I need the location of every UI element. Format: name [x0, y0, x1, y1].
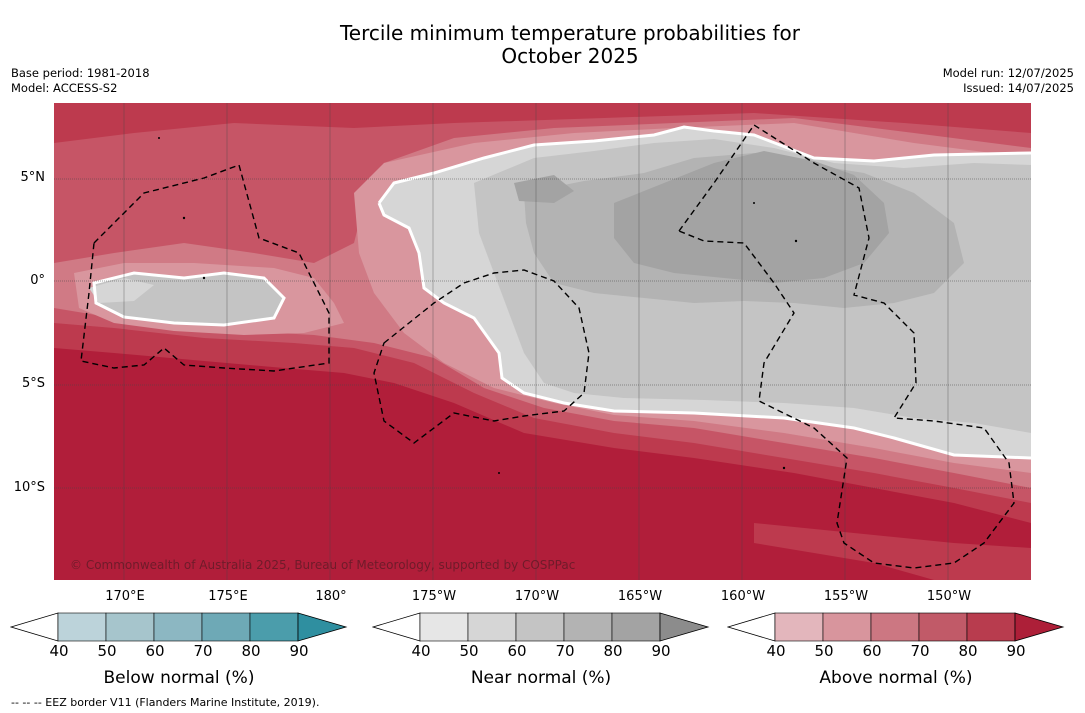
- eez-borders: [80, 124, 1015, 569]
- region-above-80-south: [754, 523, 1031, 580]
- lat-label: 5°S: [21, 376, 45, 391]
- lon-label: 170°E: [105, 589, 145, 604]
- lat-label: 10°S: [13, 480, 45, 495]
- lon-label: 150°W: [926, 589, 972, 604]
- title-line-1: Tercile minimum temperature probabilitie…: [339, 21, 801, 45]
- region-near-40-patch: [89, 278, 154, 303]
- colorbar-above-label: Above normal (%): [819, 668, 973, 688]
- near-normal-boundary-west: [92, 271, 286, 327]
- colorbar-near-segment: [563, 612, 613, 642]
- colorbar-near-min-arrow: [372, 612, 421, 642]
- cb-near-tick: 70: [555, 642, 575, 660]
- colorbar-near-segment: [467, 612, 517, 642]
- colorbar-above-min-arrow: [727, 612, 776, 642]
- colorbar-above-segment: [918, 612, 968, 642]
- cb-above-tick: 80: [958, 642, 978, 660]
- colorbar-below-max-arrow: [297, 612, 348, 642]
- model-run-text: Model run: 12/07/2025: [942, 66, 1074, 80]
- lat-label: 5°N: [20, 170, 46, 185]
- colorbar-near-label: Near normal (%): [470, 668, 612, 688]
- chart-title: Tercile minimum temperature probabilitie…: [0, 22, 1085, 68]
- cb-above-tick: 60: [862, 642, 882, 660]
- colorbar-below-segment: [201, 612, 251, 642]
- lat-label: 0°: [30, 273, 45, 288]
- near-normal-boundary-south: [377, 202, 1031, 460]
- cb-near-tick: 50: [459, 642, 479, 660]
- model-text: Model: ACCESS-S2: [11, 81, 118, 95]
- cb-below-tick: 90: [289, 642, 309, 660]
- cb-below-tick: 70: [193, 642, 213, 660]
- cb-above-tick: 90: [1006, 642, 1026, 660]
- cb-above-tick: 70: [910, 642, 930, 660]
- cb-above-tick: 40: [766, 642, 786, 660]
- region-near-80-b: [514, 175, 574, 203]
- cb-near-tick: 90: [651, 642, 671, 660]
- gridlines: [54, 178, 1031, 489]
- cb-below-tick: 80: [241, 642, 261, 660]
- lon-label: 155°W: [823, 589, 869, 604]
- near-normal-boundary: [377, 125, 1031, 204]
- lon-label: 180°: [315, 589, 347, 604]
- title-line-2: October 2025: [501, 44, 639, 68]
- cb-below-tick: 60: [145, 642, 165, 660]
- cb-near-tick: 60: [507, 642, 527, 660]
- colorbar-above-max-arrow: [1014, 612, 1065, 642]
- lon-label: 165°W: [617, 589, 663, 604]
- cb-near-tick: 40: [411, 642, 431, 660]
- lon-label: 175°W: [411, 589, 457, 604]
- cb-below-tick: 50: [97, 642, 117, 660]
- colorbar-near-segment: [419, 612, 469, 642]
- colorbar-above-segment: [966, 612, 1016, 642]
- colorbar-below-label: Below normal (%): [103, 668, 255, 688]
- cb-near-tick: 80: [603, 642, 623, 660]
- cb-above-tick: 50: [814, 642, 834, 660]
- colorbar-near: [372, 612, 710, 642]
- colorbar-below-segment: [105, 612, 155, 642]
- issued-text: Issued: 14/07/2025: [963, 81, 1074, 95]
- map-area: [54, 103, 1031, 580]
- colorbar-above-segment: [822, 612, 872, 642]
- map-svg: [54, 103, 1031, 580]
- colorbar-below: [10, 612, 348, 642]
- lon-label: 160°W: [720, 589, 766, 604]
- colorbar-above-segment: [774, 612, 824, 642]
- base-period-text: Base period: 1981-2018: [11, 66, 150, 80]
- colorbar-above: [727, 612, 1065, 642]
- colorbar-near-max-arrow: [659, 612, 710, 642]
- colorbar-below-segment: [57, 612, 107, 642]
- colorbar-below-segment: [249, 612, 299, 642]
- colorbar-near-segment: [611, 612, 661, 642]
- eez-footnote: -- -- -- EEZ border V11 (Flanders Marine…: [11, 696, 320, 709]
- lon-label: 170°W: [514, 589, 560, 604]
- colorbar-above-segment: [870, 612, 920, 642]
- region-near-80: [614, 151, 889, 283]
- gridlines-lon: [123, 103, 949, 580]
- colorbar-below-min-arrow: [10, 612, 59, 642]
- copyright-text: © Commonwealth of Australia 2025, Bureau…: [70, 558, 576, 572]
- cb-below-tick: 40: [49, 642, 69, 660]
- meta-left: Base period: 1981-2018 Model: ACCESS-S2: [11, 66, 150, 96]
- colorbar-near-segment: [515, 612, 565, 642]
- islands: [158, 137, 798, 474]
- colorbar-below-segment: [153, 612, 203, 642]
- lon-label: 175°E: [208, 589, 248, 604]
- meta-right: Model run: 12/07/2025 Issued: 14/07/2025: [943, 66, 1074, 96]
